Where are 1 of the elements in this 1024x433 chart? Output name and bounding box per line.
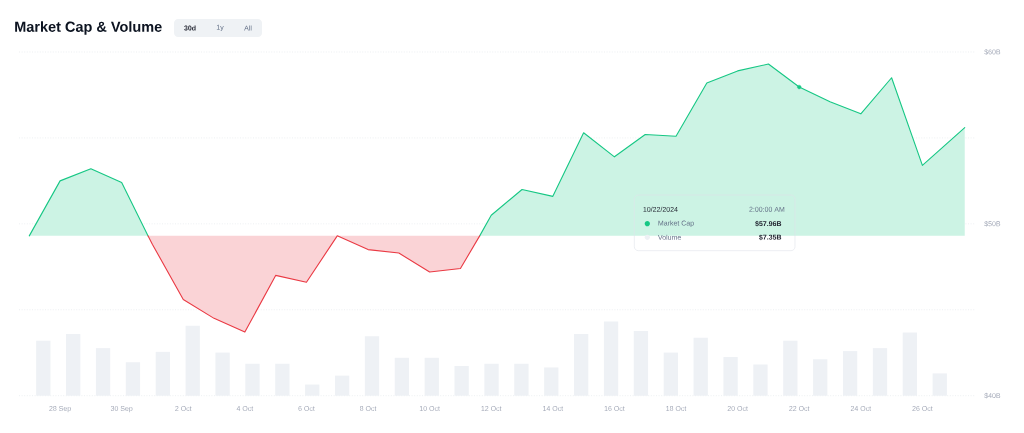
chart-title: Market Cap & Volume: [15, 21, 162, 35]
